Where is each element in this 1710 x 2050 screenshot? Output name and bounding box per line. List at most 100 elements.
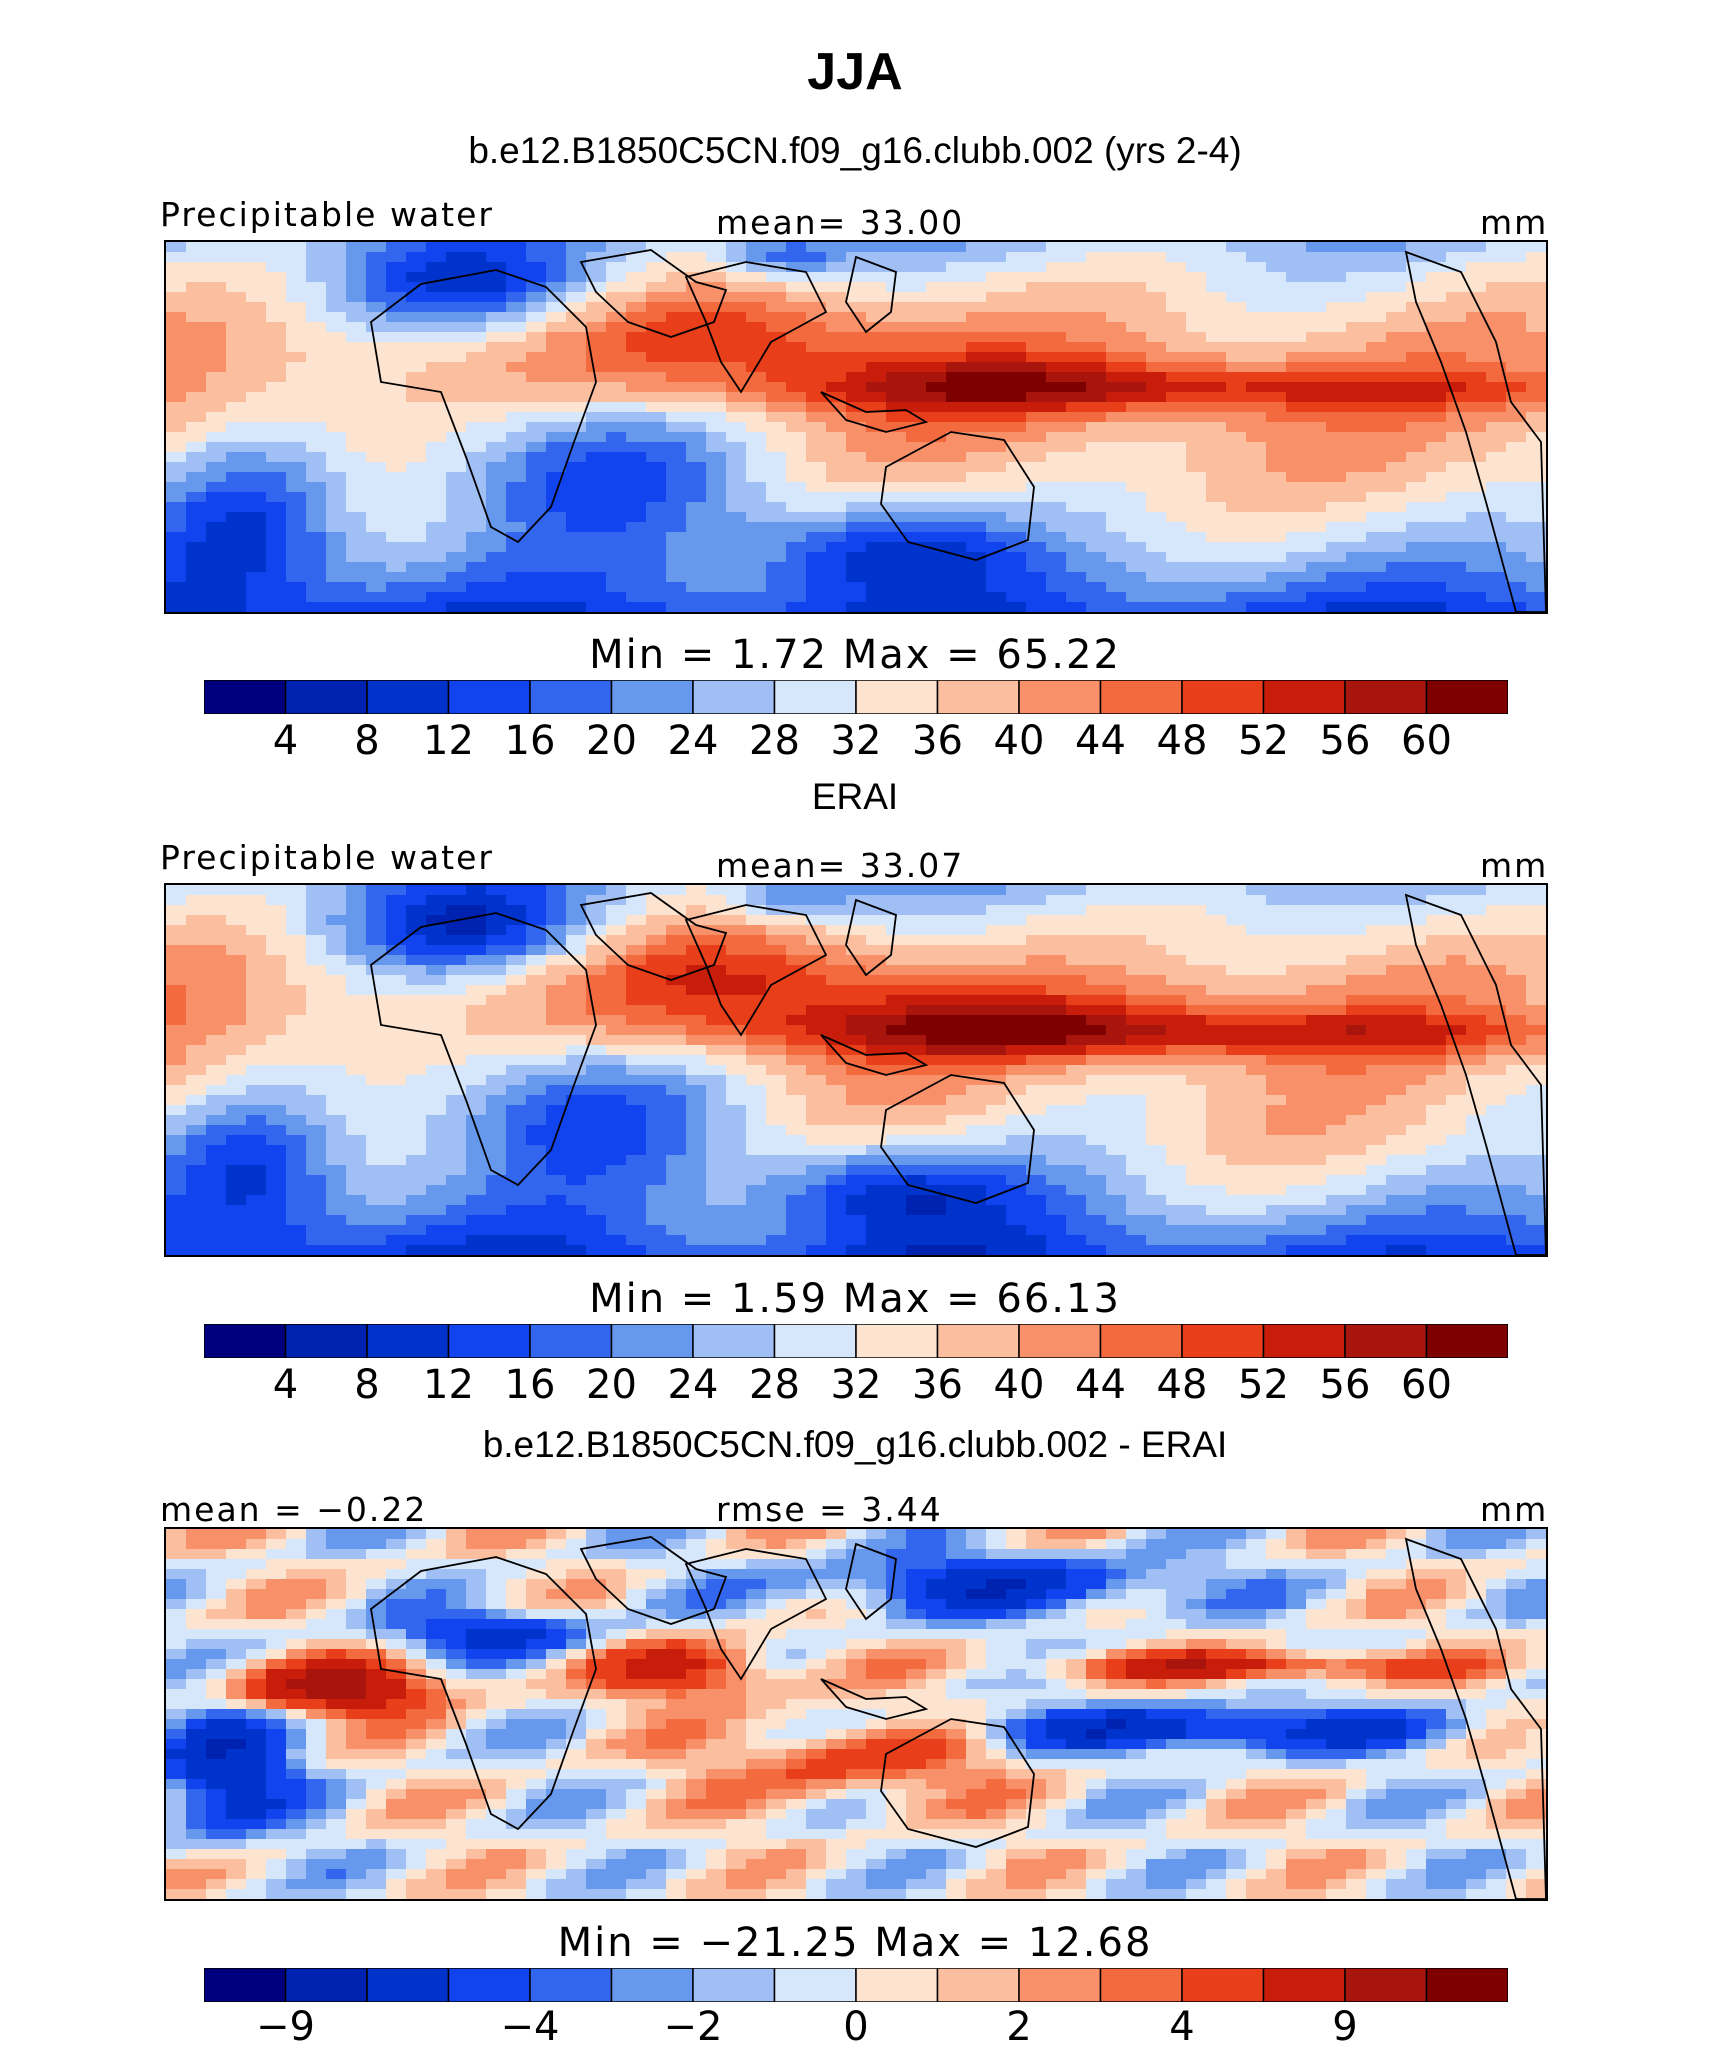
map-cell (626, 392, 647, 403)
map-cell (1066, 352, 1087, 363)
map-cell (1206, 1225, 1227, 1236)
map-cell (906, 332, 927, 343)
map-cell (1346, 572, 1367, 583)
map-cell (1006, 915, 1027, 926)
map-cell (866, 1025, 887, 1036)
map-cell (206, 1085, 227, 1096)
map-cell (1086, 915, 1107, 926)
map-cell (1426, 462, 1447, 473)
map-cell (486, 1035, 507, 1046)
map-cell (1286, 602, 1307, 612)
map-cell (666, 432, 687, 443)
map-cell (646, 985, 667, 996)
map-cell (526, 1205, 547, 1216)
map-cell (1306, 1115, 1327, 1126)
map-cell (666, 1165, 687, 1176)
map-cell (686, 1135, 707, 1146)
map-cell (1506, 1115, 1527, 1126)
map-cell (666, 955, 687, 966)
map-cell (686, 302, 707, 313)
map-cell (526, 965, 547, 976)
map-cell (1506, 1205, 1527, 1216)
map-cell (1246, 492, 1267, 503)
map-cell (746, 562, 767, 573)
map-cell (466, 402, 487, 413)
map-cell (546, 312, 567, 323)
map-cell (866, 432, 887, 443)
map-cell (606, 572, 627, 583)
map-cell (1266, 1075, 1287, 1086)
map-cell (646, 945, 667, 956)
map-cell (306, 1145, 327, 1156)
map-cell (1086, 342, 1107, 353)
map-cell (1306, 472, 1327, 483)
map-cell (286, 1135, 307, 1146)
map-cell (1326, 1155, 1347, 1166)
map-cell (1186, 292, 1207, 303)
map-cell (846, 1035, 867, 1046)
map-cell (1346, 342, 1367, 353)
map-cell (806, 905, 827, 916)
map-cell (326, 562, 347, 573)
map-cell (886, 382, 907, 393)
map-cell (666, 925, 687, 936)
map-cell (1146, 1065, 1167, 1076)
map-cell (1066, 392, 1087, 403)
map-cell (246, 572, 267, 583)
map-cell (1266, 542, 1287, 553)
map-cell (726, 482, 747, 493)
map-cell (1326, 1085, 1347, 1096)
map-cell (346, 422, 367, 433)
map-cell (1446, 1095, 1467, 1106)
map-cell (906, 945, 927, 956)
map-cell (926, 1155, 947, 1166)
map-cell (1046, 965, 1067, 976)
map-cell (366, 1025, 387, 1036)
map-cell (706, 1065, 727, 1076)
map-cell (366, 452, 387, 463)
map-cell (746, 422, 767, 433)
map-cell (466, 905, 487, 916)
map-cell (1366, 342, 1387, 353)
map-cell (626, 975, 647, 986)
map-cell (1266, 935, 1287, 946)
map-cell (1086, 532, 1107, 543)
map-cell (1426, 512, 1447, 523)
map-cell (1026, 322, 1047, 333)
map-cell (1366, 312, 1387, 323)
map-cell (366, 925, 387, 936)
map-cell (546, 1155, 567, 1166)
map-cell (466, 1015, 487, 1026)
map-cell (186, 462, 207, 473)
map-cell (386, 422, 407, 433)
map-cell (1006, 1095, 1027, 1106)
map-cell (826, 442, 847, 453)
map-cell (826, 1065, 847, 1076)
map-cell (706, 502, 727, 513)
map-cell (406, 512, 427, 523)
map-cell (1146, 282, 1167, 293)
map-cell (1006, 592, 1027, 603)
map-cell (1266, 302, 1287, 313)
map-cell (1286, 482, 1307, 493)
map-cell (366, 602, 387, 612)
map-cell (886, 262, 907, 273)
map-cell (286, 965, 307, 976)
map-cell (406, 1175, 427, 1186)
map-cell (766, 412, 787, 423)
panel-2-map-svg (166, 885, 1546, 1255)
map-cell (306, 1085, 327, 1096)
map-cell (1046, 402, 1067, 413)
map-cell (886, 472, 907, 483)
map-cell (1246, 442, 1267, 453)
map-cell (1266, 925, 1287, 936)
map-cell (1446, 332, 1467, 343)
map-cell (326, 1105, 347, 1116)
map-cell (886, 372, 907, 383)
map-cell (586, 1175, 607, 1186)
map-cell (186, 352, 207, 363)
map-cell (1226, 242, 1247, 253)
map-cell (686, 885, 707, 896)
map-cell (826, 312, 847, 323)
map-cell (1026, 442, 1047, 453)
